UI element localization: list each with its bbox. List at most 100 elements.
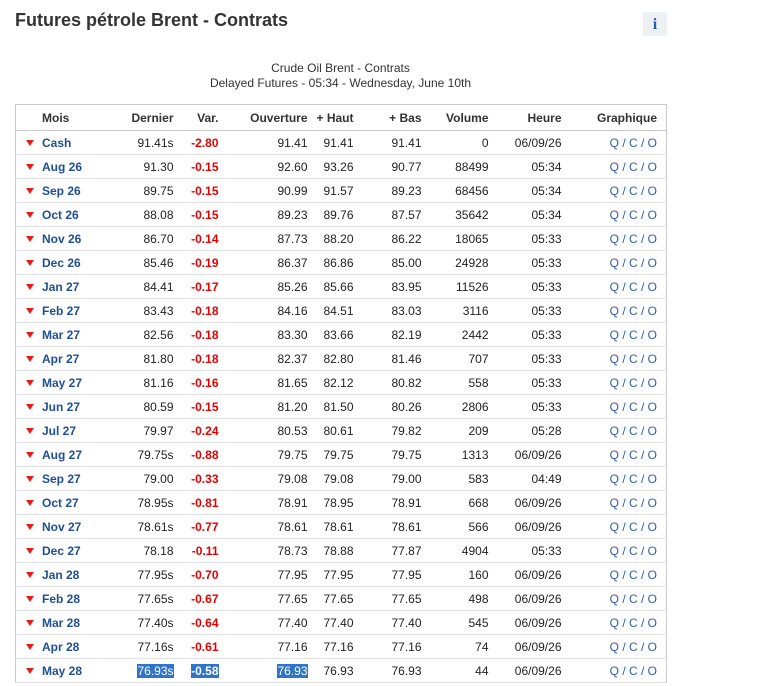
chart-links[interactable]: Q / C / O [609, 375, 657, 390]
cell: 06/09/26 [492, 514, 566, 539]
chart-links[interactable]: Q / C / O [609, 207, 657, 222]
chart-links[interactable]: Q / C / O [609, 351, 657, 366]
chart-links[interactable]: Q / C / O [609, 183, 657, 198]
high: 91.57 [323, 183, 354, 198]
low: 81.46 [391, 351, 422, 366]
chart-links[interactable]: Q / C / O [609, 615, 657, 630]
cell: -0.15 [177, 202, 223, 227]
contract-month[interactable]: Dec 27 [42, 543, 81, 558]
high: 89.76 [323, 207, 354, 222]
contract-month[interactable]: Feb 28 [42, 591, 81, 606]
high: 80.61 [323, 423, 354, 438]
chart-links[interactable]: Q / C / O [609, 543, 657, 558]
cell: 06/09/26 [492, 634, 566, 659]
cell: 77.87 [357, 538, 426, 563]
contract-month[interactable]: Apr 28 [42, 639, 80, 654]
cell: 583 [425, 466, 493, 491]
cell: 76.93s [110, 658, 178, 683]
last: 86.70 [143, 231, 174, 246]
contract-month[interactable]: Sep 27 [42, 471, 81, 486]
contract-month[interactable]: Aug 27 [42, 447, 83, 462]
column-header: Heure [492, 104, 566, 131]
chart-links[interactable]: Q / C / O [609, 519, 657, 534]
time: 06/09/26 [514, 615, 562, 630]
chart-links[interactable]: Q / C / O [609, 471, 657, 486]
contract-month[interactable]: Jun 27 [42, 399, 81, 414]
table-row: Jan 27 84.41 -0.17 85.26 85.66 83.95 11526 05:3… [15, 274, 667, 299]
time: 05:33 [531, 543, 562, 558]
contract-month[interactable]: Apr 27 [42, 351, 80, 366]
contract-month[interactable]: Feb 27 [42, 303, 81, 318]
cell: 78.61 [311, 514, 358, 539]
contract-month[interactable]: Jan 28 [42, 567, 80, 582]
time: 05:33 [531, 279, 562, 294]
contract-month[interactable]: May 28 [42, 663, 83, 678]
chart-links[interactable]: Q / C / O [609, 399, 657, 414]
change: -0.15 [191, 183, 219, 198]
column-header: + Haut [311, 104, 358, 131]
volume: 498 [468, 591, 489, 606]
table-row: Dec 27 78.18 -0.11 78.73 78.88 77.87 4904 05:33… [15, 538, 667, 563]
change: -0.58 [191, 663, 219, 678]
chart-links[interactable]: Q / C / O [609, 303, 657, 318]
cell: Mar 27 [15, 322, 111, 347]
last: 78.61s [137, 519, 174, 534]
contract-month[interactable]: Sep 26 [42, 183, 81, 198]
cell: 85.66 [311, 274, 358, 299]
cell: 79.75 [311, 442, 358, 467]
chart-links[interactable]: Q / C / O [609, 159, 657, 174]
time: 05:33 [531, 399, 562, 414]
contract-month[interactable]: Oct 26 [42, 207, 79, 222]
high: 91.41 [323, 135, 354, 150]
open: 78.91 [277, 495, 308, 510]
column-header: Ouverture [222, 104, 312, 131]
contract-month[interactable]: Oct 27 [42, 495, 79, 510]
table-row: Aug 26 91.30 -0.15 92.60 93.26 90.77 88499 05:3… [15, 154, 667, 179]
cell: 06/09/26 [492, 130, 566, 155]
chart-links[interactable]: Q / C / O [609, 231, 657, 246]
chart-links[interactable]: Q / C / O [609, 327, 657, 342]
contract-month[interactable]: Aug 26 [42, 159, 83, 174]
contract-month[interactable]: May 27 [42, 375, 83, 390]
volume: 88499 [455, 159, 489, 174]
contract-month[interactable]: Mar 28 [42, 615, 81, 630]
change: -0.18 [191, 303, 219, 318]
chart-links[interactable]: Q / C / O [609, 255, 657, 270]
contract-month[interactable]: Nov 27 [42, 519, 82, 534]
chart-links[interactable]: Q / C / O [609, 495, 657, 510]
open: 86.37 [277, 255, 308, 270]
chart-links[interactable]: Q / C / O [609, 135, 657, 150]
cell: 81.65 [222, 370, 312, 395]
chart-links[interactable]: Q / C / O [609, 567, 657, 582]
chart-links[interactable]: Q / C / O [609, 663, 657, 678]
open: 79.75 [277, 447, 308, 462]
low: 77.40 [391, 615, 422, 630]
info-button[interactable]: i [643, 12, 667, 36]
header-row: Mois Dernier Var. Ouverture + Haut + Bas Volum… [15, 104, 667, 131]
chart-links[interactable]: Q / C / O [609, 639, 657, 654]
low: 82.19 [391, 327, 422, 342]
contract-month[interactable]: Nov 26 [42, 231, 82, 246]
cell: 668 [425, 490, 493, 515]
contract-month[interactable]: Cash [42, 135, 72, 150]
chart-links[interactable]: Q / C / O [609, 591, 657, 606]
table-row: Feb 27 83.43 -0.18 84.16 84.51 83.03 3116 05:33… [15, 298, 667, 323]
contract-month[interactable]: Jul 27 [42, 423, 77, 438]
low: 83.95 [391, 279, 422, 294]
cell: Q / C / O [565, 394, 667, 419]
open: 87.73 [277, 231, 308, 246]
chart-links[interactable]: Q / C / O [609, 423, 657, 438]
contract-month[interactable]: Dec 26 [42, 255, 81, 270]
table-row: Dec 26 85.46 -0.19 86.37 86.86 85.00 24928 05:3… [15, 250, 667, 275]
chart-links[interactable]: Q / C / O [609, 447, 657, 462]
low: 87.57 [391, 207, 422, 222]
last: 84.41 [143, 279, 174, 294]
contract-month[interactable]: Jan 27 [42, 279, 80, 294]
contract-month[interactable]: Mar 27 [42, 327, 81, 342]
chart-links[interactable]: Q / C / O [609, 279, 657, 294]
cell: 86.70 [110, 226, 178, 251]
low: 85.00 [391, 255, 422, 270]
change: -0.11 [191, 543, 219, 558]
cell: Q / C / O [565, 370, 667, 395]
